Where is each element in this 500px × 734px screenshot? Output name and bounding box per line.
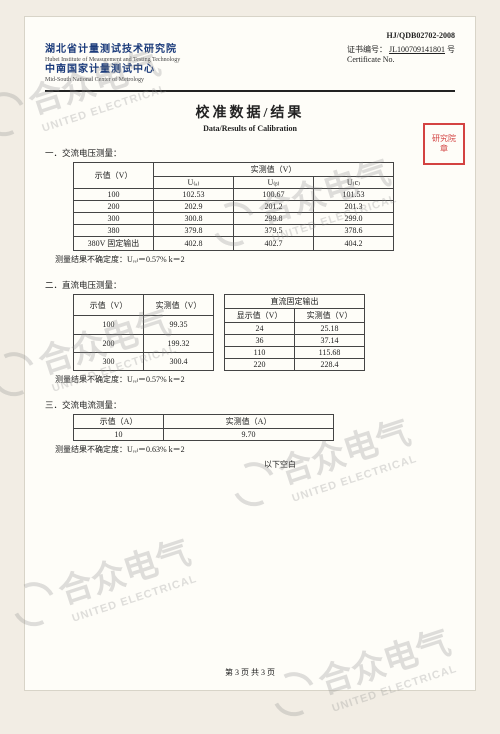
section2-uncertainty: 测量结果不确定度：Uᵣₑₗ＝0.57% k＝2 bbox=[55, 374, 455, 385]
cell: 220 bbox=[225, 359, 295, 371]
institute-block: 湖北省计量测试技术研究院 Hubei Institute of Measurem… bbox=[45, 44, 180, 84]
cell: 37.14 bbox=[295, 335, 365, 347]
cert-number: JL100709141801 bbox=[389, 45, 445, 54]
stamp-line1: 研究院 bbox=[432, 134, 456, 144]
cell: 100.67 bbox=[234, 189, 314, 201]
table-dc-right: 直流固定输出 显示值（V） 实测值（V） 2425.183637.1411011… bbox=[224, 294, 365, 371]
table-row: 220228.4 bbox=[225, 359, 365, 371]
cell: 380V 固定输出 bbox=[74, 237, 154, 251]
cell: 101.53 bbox=[314, 189, 394, 201]
sub-c: U₍c₎ bbox=[314, 177, 394, 189]
title-block: 校准数据/结果 Data/Results of Calibration bbox=[45, 102, 455, 133]
cell: 25.18 bbox=[295, 323, 365, 335]
table-row: 200199.32 bbox=[74, 334, 214, 352]
cert-suffix: 号 bbox=[447, 45, 455, 54]
col-measured: 实测值（V） bbox=[154, 163, 394, 177]
col-nominal: 示值（A） bbox=[74, 415, 164, 429]
cell: 299.8 bbox=[234, 213, 314, 225]
cell: 299.0 bbox=[314, 213, 394, 225]
cell: 201.3 bbox=[314, 201, 394, 213]
dc-fixed-header: 直流固定输出 bbox=[225, 295, 365, 309]
col-nominal: 示值（V） bbox=[74, 163, 154, 189]
col-display: 显示值（V） bbox=[225, 309, 295, 323]
table-ac-current: 示值（A） 实测值（A） 109.70 bbox=[73, 414, 334, 441]
cell: 402.8 bbox=[154, 237, 234, 251]
cell: 200 bbox=[74, 201, 154, 213]
section-ac-current: 三．交流电流测量： 示值（A） 实测值（A） 109.70 测量结果不确定度：U… bbox=[45, 399, 455, 470]
cell: 100 bbox=[74, 189, 154, 201]
cell: 228.4 bbox=[295, 359, 365, 371]
table-ac-voltage: 示值（V） 实测值（V） U₍ₐ₎ U₍ᵦ₎ U₍c₎ 100102.53100… bbox=[73, 162, 394, 251]
table-row: 380V 固定输出402.8402.7404.2 bbox=[74, 237, 394, 251]
cell: 300 bbox=[74, 352, 144, 370]
table-dc-left: 示值（V） 实测值（V） 10099.35200199.32300300.4 bbox=[73, 294, 214, 371]
cell: 380 bbox=[74, 225, 154, 237]
seal-stamp: 研究院 章 bbox=[423, 123, 465, 165]
institute-name-1-cn: 湖北省计量测试技术研究院 bbox=[45, 44, 180, 57]
table-row: 300300.4 bbox=[74, 352, 214, 370]
cell: 24 bbox=[225, 323, 295, 335]
cell: 201.2 bbox=[234, 201, 314, 213]
section3-heading: 三．交流电流测量： bbox=[45, 399, 455, 411]
header-rule bbox=[45, 90, 455, 92]
section1-heading: 一．交流电压测量： bbox=[45, 147, 455, 159]
col-nominal: 示值（V） bbox=[74, 295, 144, 316]
cell: 115.68 bbox=[295, 347, 365, 359]
table-row: 100102.53100.67101.53 bbox=[74, 189, 394, 201]
table-row: 300300.8299.8299.0 bbox=[74, 213, 394, 225]
cell: 300 bbox=[74, 213, 154, 225]
section-ac-voltage: 一．交流电压测量： 示值（V） 实测值（V） U₍ₐ₎ U₍ᵦ₎ U₍c₎ 10… bbox=[45, 147, 455, 265]
section-dc-voltage: 二．直流电压测量： 示值（V） 实测值（V） 10099.35200199.32… bbox=[45, 279, 455, 385]
section3-uncertainty: 测量结果不确定度：Uᵣₑₗ＝0.63% k＝2 bbox=[55, 444, 455, 455]
blank-below: 以下空白 bbox=[105, 459, 455, 470]
cell: 300.8 bbox=[154, 213, 234, 225]
cell: 199.32 bbox=[144, 334, 214, 352]
cell: 99.35 bbox=[144, 316, 214, 334]
title-en: Data/Results of Calibration bbox=[45, 124, 455, 133]
col-measured: 实测值（V） bbox=[144, 295, 214, 316]
col-measured: 实测值（A） bbox=[164, 415, 334, 429]
cell: 378.6 bbox=[314, 225, 394, 237]
cell: 200 bbox=[74, 334, 144, 352]
institute-name-2-en: Mid-South National Center of Metrology bbox=[45, 77, 180, 85]
institute-name-1-en: Hubei Institute of Measurement and Testi… bbox=[45, 57, 180, 65]
header: 湖北省计量测试技术研究院 Hubei Institute of Measurem… bbox=[45, 44, 455, 84]
title-cn: 校准数据/结果 bbox=[45, 102, 455, 122]
cell: 379.5 bbox=[234, 225, 314, 237]
cell: 36 bbox=[225, 335, 295, 347]
table-row: 380379.8379.5378.6 bbox=[74, 225, 394, 237]
cell: 379.8 bbox=[154, 225, 234, 237]
document-page: HJ/QDB02702-2008 湖北省计量测试技术研究院 Hubei Inst… bbox=[24, 16, 476, 691]
section2-heading: 二．直流电压测量： bbox=[45, 279, 455, 291]
cell: 10 bbox=[74, 429, 164, 441]
doc-number: HJ/QDB02702-2008 bbox=[45, 31, 455, 40]
cell: 102.53 bbox=[154, 189, 234, 201]
cert-label-cn: 证书编号： bbox=[347, 45, 387, 54]
page-footer: 第 3 页 共 3 页 bbox=[25, 667, 475, 678]
cell: 402.7 bbox=[234, 237, 314, 251]
institute-name-2-cn: 中南国家计量测试中心 bbox=[45, 64, 180, 77]
table-row: 200202.9201.2201.3 bbox=[74, 201, 394, 213]
table-row: 2425.18 bbox=[225, 323, 365, 335]
table-row: 10099.35 bbox=[74, 316, 214, 334]
cell: 9.70 bbox=[164, 429, 334, 441]
cell: 100 bbox=[74, 316, 144, 334]
stamp-line2: 章 bbox=[440, 144, 448, 154]
sub-a: U₍ₐ₎ bbox=[154, 177, 234, 189]
table-row: 3637.14 bbox=[225, 335, 365, 347]
cell: 404.2 bbox=[314, 237, 394, 251]
col-measured: 实测值（V） bbox=[295, 309, 365, 323]
cell: 202.9 bbox=[154, 201, 234, 213]
cert-label-en: Certificate No. bbox=[347, 55, 455, 64]
certificate-block: 证书编号： JL100709141801 号 Certificate No. bbox=[347, 44, 455, 64]
table-row: 109.70 bbox=[74, 429, 334, 441]
cell: 110 bbox=[225, 347, 295, 359]
sub-b: U₍ᵦ₎ bbox=[234, 177, 314, 189]
cell: 300.4 bbox=[144, 352, 214, 370]
table-row: 110115.68 bbox=[225, 347, 365, 359]
section1-uncertainty: 测量结果不确定度：Uᵣₑₗ＝0.57% k＝2 bbox=[55, 254, 455, 265]
